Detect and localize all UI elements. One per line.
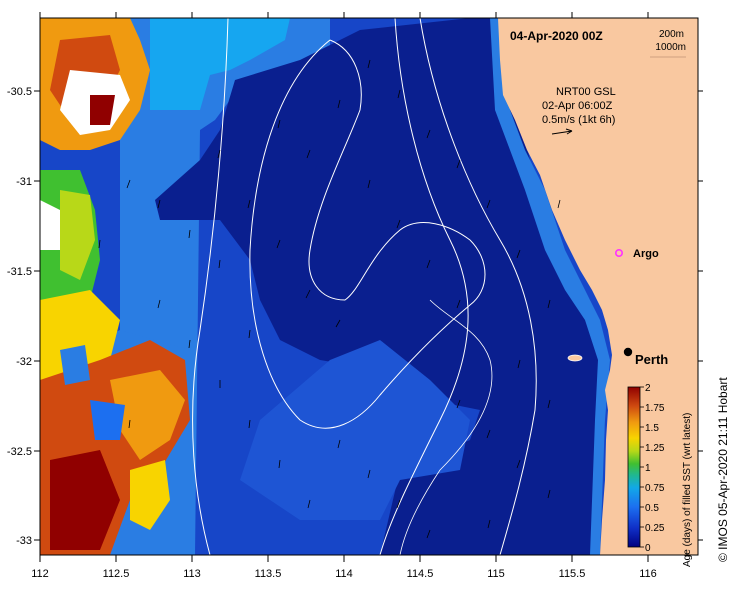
ocean-shelf-band	[490, 18, 610, 555]
argo-label: Argo	[633, 248, 659, 260]
current-scale: 0.5m/s (1kt 6h)	[542, 114, 615, 126]
argo-icon	[614, 249, 623, 258]
imos-credit: © IMOS 05-Apr-2020 21:11 Hobart	[716, 377, 730, 562]
plot-frame	[39, 17, 699, 556]
colorbar-tick: 0.75	[645, 483, 665, 494]
colorbar-tick: 2	[645, 383, 651, 394]
colorbar-tick: 1.25	[645, 443, 665, 454]
ocean-deep-blue-core	[155, 18, 605, 555]
colorbar-tick: 0	[645, 543, 651, 554]
x-tick-label: 114.5	[407, 568, 434, 580]
current-time: 02-Apr 06:00Z	[542, 100, 613, 112]
land-western-australia	[498, 18, 698, 555]
x-axis: 112 112.5 113 113.5 114 114.5 115 115.5 …	[31, 12, 657, 580]
map-plot-area	[40, 18, 698, 555]
y-tick-label: -30.5	[7, 86, 32, 98]
colorbar-tick: 1.5	[645, 423, 659, 434]
contour-legend-200m: 200m	[659, 29, 684, 40]
colorbar-tick: 1.75	[645, 403, 665, 414]
y-tick-label: -31	[16, 176, 32, 188]
colorbar-title: Age (days) of filled SST (wrt latest)	[682, 413, 693, 567]
argo-float-marker[interactable]: Argo	[614, 248, 659, 260]
colorbar-gradient	[627, 386, 641, 548]
x-tick-label: 112	[31, 568, 49, 580]
y-tick-label: -31.5	[7, 266, 32, 278]
y-tick-label: -32	[16, 356, 32, 368]
x-tick-label: 115	[487, 568, 505, 580]
y-tick-label: -33	[16, 535, 32, 547]
ocean-cyan-nw	[150, 18, 290, 110]
city-dot-icon	[623, 347, 633, 357]
rottnest-island	[567, 354, 583, 362]
perth-label: Perth	[635, 352, 668, 367]
current-source: NRT00 GSL	[556, 86, 616, 98]
colorbar-tick: 1	[645, 463, 651, 474]
colorbar: 2 1.75 1.5 1.25 1 0.75 0.5 0.25 0 Age (d…	[627, 383, 693, 567]
x-tick-label: 112.5	[103, 568, 130, 580]
current-scale-arrow	[551, 128, 573, 135]
x-tick-label: 113	[183, 568, 201, 580]
contour-legend-1000m: 1000m	[655, 42, 686, 53]
x-tick-label: 113.5	[255, 568, 282, 580]
x-tick-label: 115.5	[559, 568, 586, 580]
date-label: 04-Apr-2020 00Z	[510, 29, 603, 43]
perth-marker[interactable]: Perth	[623, 347, 668, 367]
x-tick-label: 116	[639, 568, 657, 580]
colorbar-tick: 0.5	[645, 503, 659, 514]
y-tick-label: -32.5	[7, 446, 32, 458]
x-tick-label: 114	[335, 568, 353, 580]
aged-sst-patches	[40, 18, 190, 555]
bathymetry-contours	[192, 18, 537, 555]
colorbar-tick: 0.25	[645, 523, 665, 534]
y-axis: -30.5 -31 -31.5 -32 -32.5 -33	[7, 86, 703, 547]
current-vector-field	[98, 59, 561, 539]
